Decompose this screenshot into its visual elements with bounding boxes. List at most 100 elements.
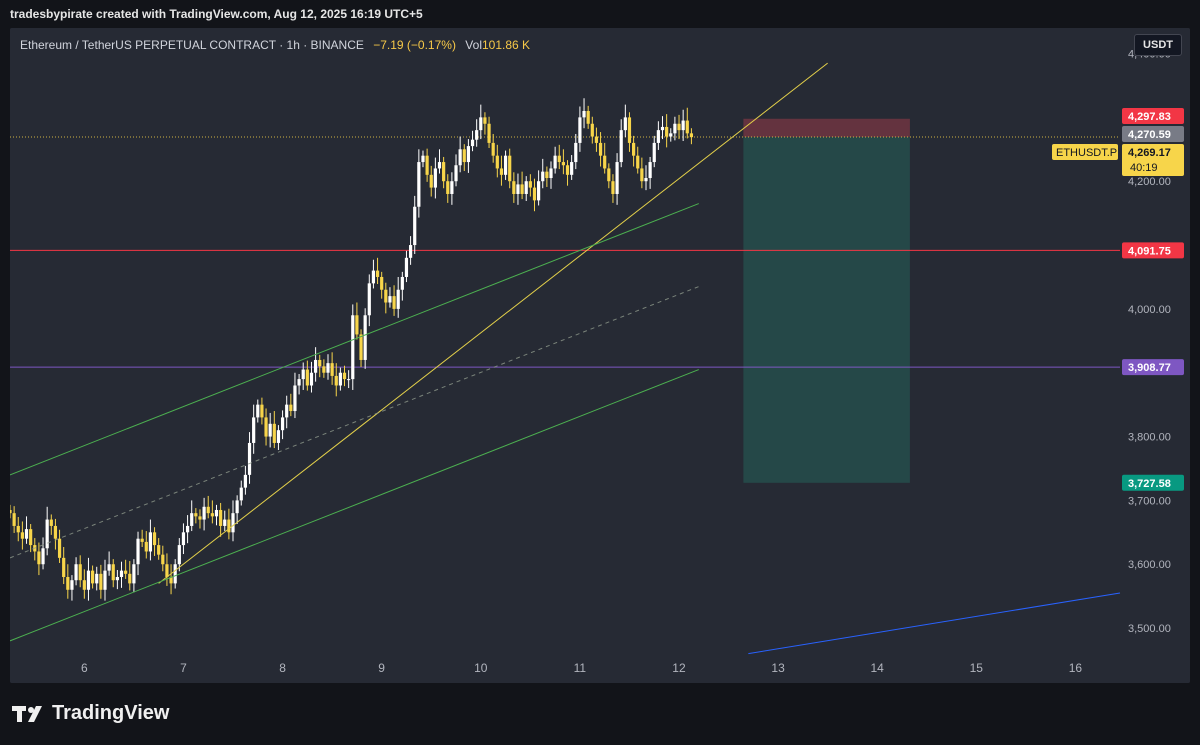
candle-body	[627, 117, 632, 143]
candle-body	[648, 162, 652, 179]
candle-body	[607, 168, 611, 182]
candle-body	[219, 509, 223, 526]
channel-upper	[10, 203, 699, 476]
x-tick-label: 12	[672, 661, 686, 675]
candle-body	[636, 155, 640, 169]
candle-body	[20, 532, 24, 539]
candle-body	[644, 178, 648, 182]
candle-body	[148, 532, 153, 552]
candle-body	[615, 162, 619, 194]
candle-body	[590, 123, 594, 137]
price-chart[interactable]: 3,500.00 3,600.00 3,700.00 3,800.00 4,000.00…	[10, 28, 1190, 683]
x-tick-label: 7	[180, 661, 187, 675]
candle-body	[512, 181, 516, 194]
candle-body	[223, 519, 227, 526]
candle-body	[669, 133, 673, 137]
candle-body	[388, 296, 392, 303]
candle-body	[235, 500, 239, 514]
candle-body	[479, 117, 483, 131]
candle-body	[631, 142, 636, 156]
candle-body	[656, 130, 660, 143]
candle-body	[553, 155, 557, 169]
candle-body	[371, 270, 376, 284]
price-label-text: 4,270.59	[1128, 129, 1171, 141]
candle-body	[45, 519, 49, 549]
candle-body	[289, 404, 293, 412]
candle-body	[565, 165, 570, 175]
candle-body	[309, 372, 314, 386]
chart-frame[interactable]: 3,500.00 3,600.00 3,700.00 3,800.00 4,000.00…	[10, 28, 1190, 683]
x-tick-label: 9	[378, 661, 385, 675]
price-label-text: 4,269.17	[1128, 147, 1171, 159]
candle-body	[640, 168, 644, 182]
x-tick-label: 10	[474, 661, 488, 675]
candle-body	[272, 423, 276, 443]
price-label-badge	[1122, 108, 1184, 124]
blue-line	[748, 592, 1121, 655]
candle-body	[359, 334, 363, 360]
candle-body	[392, 296, 396, 309]
candle-body	[318, 359, 322, 367]
candle-body	[198, 516, 202, 520]
candle-body	[355, 315, 359, 335]
candle-body	[49, 519, 53, 526]
y-tick-label: 3,500.00	[1128, 623, 1171, 635]
channel-mid	[10, 286, 699, 559]
y-tick-label: 3,700.00	[1128, 495, 1171, 507]
candle-body	[169, 577, 173, 584]
candles-group	[10, 98, 694, 601]
candle-body	[57, 538, 62, 558]
candle-body	[433, 168, 437, 188]
candle-body	[62, 557, 66, 578]
candle-body	[347, 379, 351, 381]
candle-body	[404, 257, 409, 277]
stop-loss-zone	[743, 118, 910, 138]
candle-body	[681, 120, 685, 131]
x-tick-label: 15	[970, 661, 984, 675]
candle-body	[185, 525, 190, 533]
brand-name: TradingView	[52, 702, 170, 724]
candle-body	[454, 165, 458, 182]
candle-body	[124, 570, 128, 574]
x-tick-label: 6	[81, 661, 88, 675]
y-tick-label: 4,200.00	[1128, 176, 1171, 188]
y-tick-label: 3,800.00	[1128, 432, 1171, 444]
candle-body	[384, 289, 388, 303]
candle-body	[623, 117, 627, 131]
candle-body	[470, 139, 475, 147]
candle-body	[70, 580, 74, 590]
x-tick-label: 8	[279, 661, 286, 675]
candle-body	[351, 315, 355, 380]
currency-button[interactable]: USDT	[1134, 34, 1182, 56]
candle-body	[276, 430, 281, 443]
candle-body	[285, 404, 289, 418]
candle-body	[12, 513, 16, 526]
candle-body	[367, 283, 371, 316]
candle-body	[82, 580, 86, 590]
price-label-text: 4,297.83	[1128, 111, 1171, 123]
candle-body	[487, 123, 491, 143]
candle-body	[491, 142, 495, 156]
symbol-tag-text: ETHUSDT.P	[1056, 147, 1117, 159]
candle-body	[268, 423, 272, 437]
candle-body	[247, 442, 252, 475]
candle-body	[665, 126, 669, 137]
chart-background	[10, 28, 1190, 683]
candle-body	[677, 123, 681, 131]
y-tick-label: 4,000.00	[1128, 304, 1171, 316]
candle-body	[541, 171, 545, 182]
candle-body	[499, 168, 504, 175]
candle-body	[442, 162, 446, 182]
candle-body	[74, 564, 78, 581]
symbol-tag-badge	[1052, 144, 1118, 160]
candle-body	[375, 270, 380, 277]
candle-body	[214, 509, 219, 517]
price-label-text: 3,908.77	[1128, 362, 1171, 374]
candle-body	[210, 513, 214, 517]
candle-body	[483, 117, 487, 124]
volume-label: Vol	[465, 38, 482, 52]
candle-body	[202, 506, 206, 520]
candle-body	[140, 538, 144, 542]
candle-body	[660, 126, 665, 131]
price-label-badge	[1122, 144, 1184, 176]
